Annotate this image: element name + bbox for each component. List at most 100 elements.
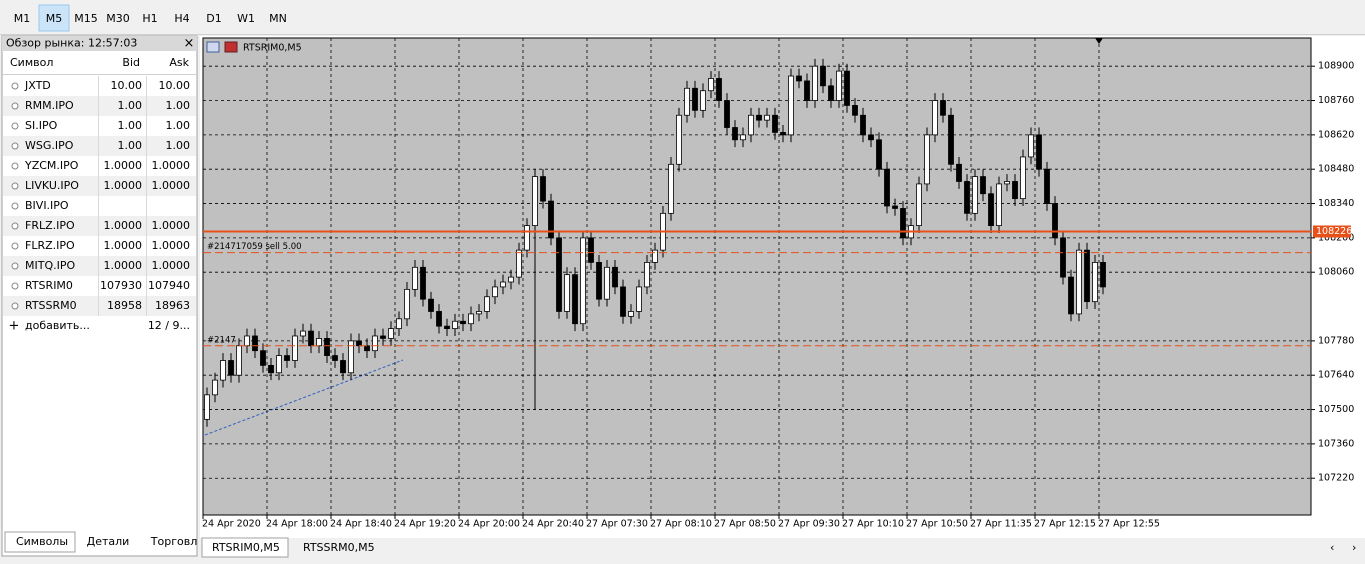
symbol-icon [11,122,19,130]
symbol-icon [11,82,19,90]
candle-body [844,70,850,106]
row-bg [3,296,196,316]
column-header: Bid [122,56,140,69]
chart-tab[interactable]: RTSRIM0,M5 [212,541,280,554]
timeframe-button[interactable]: M1 [14,12,31,25]
symbol[interactable]: RTSRIM0 [25,279,73,292]
candle-body [780,132,786,136]
timeframe-button[interactable]: D1 [206,12,221,25]
candle-body [1060,237,1066,278]
timeframe-button[interactable]: MN [269,12,287,25]
row-bg [3,216,196,236]
candle-body [484,296,490,312]
candle-body [1100,261,1106,288]
candle-body [556,237,562,312]
x-tick-label: 27 Apr 11:35 [970,519,1032,530]
close-button[interactable]: × [184,36,195,51]
timeframe-button[interactable]: M30 [106,12,130,25]
candle-body [716,78,722,101]
candle-body [708,78,714,92]
chart-icon [224,41,238,53]
candle-body [404,288,410,320]
timeframe-button[interactable]: M5 [46,12,63,25]
candle-body [756,114,762,121]
y-tick-label: 108480 [1318,164,1354,175]
plot-area [202,37,1312,516]
candle-body [620,286,626,317]
candle-body [852,105,858,116]
y-tick-label: 108760 [1318,95,1354,106]
candle-body [772,114,778,133]
candle-body [428,298,434,312]
scroll-left[interactable]: ‹ [1330,541,1334,554]
bid: 1.0000 [104,239,143,252]
chart-title: RTSRIM0,M5 [243,43,302,54]
candle-body [644,261,650,288]
x-tick-label: 27 Apr 12:55 [1098,519,1160,530]
candle-body [204,394,210,420]
candle-body [628,311,634,317]
candle-body [220,360,226,381]
symbol[interactable]: SI.IPO [25,119,58,132]
candle-body [548,200,554,239]
panel-tab[interactable]: Детали [87,535,130,548]
trade-line [204,359,404,436]
x-tick-label: 24 Apr 18:40 [330,519,392,530]
scroll-right[interactable]: › [1352,541,1356,554]
candle-body [724,100,730,128]
symbol[interactable]: RMM.IPO [25,99,74,112]
timeframe-button[interactable]: H1 [142,12,157,25]
candle-body [1044,168,1050,204]
symbol[interactable]: JXTD [24,79,51,92]
x-tick-label: 27 Apr 12:15 [1034,519,1096,530]
row-bg [3,116,196,136]
candle-body [284,355,290,361]
candle-body [252,335,258,352]
timeframe-active [38,4,70,32]
row-bg [3,236,196,256]
timeframe-button[interactable]: H4 [174,12,189,25]
symbol-icon [11,202,19,210]
candle-body [668,163,674,214]
candle-body [212,379,218,396]
bid: 10.00 [111,79,143,92]
panel-tab[interactable]: Символы [16,535,68,548]
symbol[interactable]: FLRZ.IPO [25,239,75,252]
symbol-icon [11,182,19,190]
add-icon: + [9,319,20,334]
candle-body [684,87,690,116]
symbol[interactable]: LIVKU.IPO [25,179,79,192]
candle-body [972,176,978,214]
panel-tab[interactable]: Торговл [150,535,197,548]
candle-body [412,266,418,290]
candle-body [860,114,866,136]
symbol-count: 12 / 9... [148,319,190,332]
candle-body [236,345,242,376]
y-tick-label: 107640 [1318,370,1354,381]
bid: 1.0000 [104,259,143,272]
timeframe-button[interactable]: W1 [237,12,255,25]
market-watch-table: Символ Bid Ask JXTD 10.00 10.00 RMM.IPO 1.00 1.0… [3,56,197,553]
symbol[interactable]: MITQ.IPO [25,259,75,272]
chart-tab[interactable]: RTSSRM0,M5 [303,541,375,554]
symbol[interactable]: YZCM.IPO [24,159,79,172]
symbol-icon [11,302,19,310]
symbol[interactable]: FRLZ.IPO [25,219,75,232]
add-symbol[interactable]: добавить... [25,319,90,332]
candle-body [508,276,514,283]
symbol[interactable]: RTSSRM0 [25,299,77,312]
candle-body [364,345,370,352]
candle-body [388,328,394,339]
symbol[interactable]: WSG.IPO [25,139,74,152]
candle-body [700,90,706,111]
candle-body [492,286,498,298]
symbol-icon [11,242,19,250]
symbol[interactable]: BIVI.IPO [25,199,69,212]
timeframe-button[interactable]: M15 [74,12,98,25]
x-tick-label: 24 Apr 19:20 [394,519,456,530]
candle-body [524,225,530,251]
candle-body [436,311,442,327]
candle-body [1028,134,1034,158]
candle-body [228,360,234,376]
